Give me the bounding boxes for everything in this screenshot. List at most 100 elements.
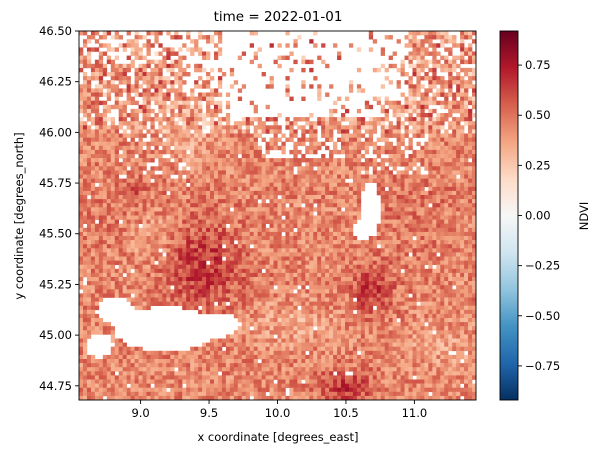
ndvi-cell bbox=[190, 285, 195, 290]
ndvi-cell bbox=[237, 178, 243, 183]
ndvi-cell bbox=[126, 113, 131, 118]
ndvi-cell bbox=[241, 277, 247, 282]
ndvi-cell bbox=[348, 43, 354, 48]
ndvi-cell bbox=[174, 63, 179, 69]
ndvi-cell bbox=[182, 231, 187, 237]
ndvi-cell bbox=[356, 137, 362, 142]
ndvi-cell bbox=[448, 137, 453, 142]
ndvi-cell bbox=[86, 145, 92, 151]
ndvi-cell bbox=[321, 281, 326, 286]
ndvi-cell bbox=[456, 190, 461, 196]
ndvi-cell bbox=[281, 199, 286, 204]
ndvi-cell bbox=[206, 51, 211, 56]
ndvi-cell bbox=[249, 149, 254, 155]
ndvi-cell bbox=[114, 272, 119, 278]
ndvi-cell bbox=[396, 39, 401, 44]
ndvi-cell bbox=[321, 219, 326, 224]
ndvi-cell bbox=[372, 125, 378, 130]
ndvi-cell bbox=[146, 248, 151, 253]
ndvi-cell bbox=[281, 277, 286, 282]
ndvi-cell bbox=[468, 264, 473, 270]
ndvi-cell bbox=[265, 211, 270, 216]
ndvi-cell bbox=[94, 47, 100, 52]
ndvi-cell bbox=[412, 272, 417, 278]
ndvi-cell bbox=[384, 244, 389, 249]
ndvi-cell bbox=[178, 223, 183, 229]
ndvi-cell bbox=[170, 149, 175, 155]
ndvi-cell bbox=[460, 129, 465, 134]
ndvi-cell bbox=[277, 256, 282, 261]
ndvi-cell bbox=[102, 125, 108, 130]
ndvi-cell bbox=[265, 264, 270, 270]
ndvi-cell bbox=[460, 190, 465, 196]
ndvi-cell bbox=[317, 84, 322, 89]
ndvi-cell bbox=[388, 178, 393, 183]
ndvi-cell bbox=[305, 252, 310, 257]
ndvi-cell bbox=[94, 59, 100, 65]
ndvi-cell bbox=[210, 141, 215, 147]
ndvi-cell bbox=[420, 149, 425, 155]
ndvi-cell bbox=[341, 289, 346, 294]
ndvi-cell bbox=[106, 47, 112, 52]
ndvi-cell bbox=[237, 162, 243, 167]
ndvi-cell bbox=[213, 104, 219, 110]
ndvi-cell bbox=[118, 203, 123, 208]
ndvi-cell bbox=[289, 264, 294, 270]
ndvi-cell bbox=[170, 223, 175, 229]
ndvi-cell bbox=[273, 215, 278, 220]
ndvi-cell bbox=[94, 293, 100, 298]
ndvi-cell bbox=[261, 260, 266, 265]
ndvi-cell bbox=[468, 55, 473, 60]
ndvi-cell bbox=[420, 117, 425, 122]
ndvi-cell bbox=[416, 227, 421, 233]
ndvi-cell bbox=[142, 72, 147, 77]
ndvi-cell bbox=[134, 256, 139, 261]
ndvi-cell bbox=[416, 223, 421, 229]
ndvi-cell bbox=[166, 195, 171, 200]
ndvi-cell bbox=[392, 195, 397, 200]
ndvi-cell bbox=[86, 100, 92, 106]
ndvi-cell bbox=[368, 277, 374, 282]
ndvi-cell bbox=[452, 268, 457, 274]
ndvi-cell bbox=[170, 80, 175, 85]
ndvi-cell bbox=[420, 154, 425, 159]
ndvi-cell bbox=[202, 215, 207, 220]
ndvi-cell bbox=[198, 125, 203, 130]
ndvi-cell bbox=[233, 227, 239, 233]
ndvi-cell bbox=[305, 268, 310, 274]
ndvi-cell bbox=[186, 113, 191, 118]
ndvi-cell bbox=[233, 121, 239, 126]
ndvi-cell bbox=[472, 59, 477, 65]
ndvi-cell bbox=[341, 141, 346, 147]
ndvi-cell bbox=[428, 248, 433, 253]
ndvi-cell bbox=[341, 178, 346, 183]
ndvi-cell bbox=[321, 178, 326, 183]
ndvi-cell bbox=[202, 162, 207, 167]
ndvi-cell bbox=[210, 39, 215, 44]
ndvi-cell bbox=[98, 244, 104, 249]
ndvi-cell bbox=[178, 84, 183, 89]
ndvi-cell bbox=[309, 199, 314, 204]
ndvi-cell bbox=[388, 231, 393, 237]
ndvi-cell bbox=[233, 170, 239, 175]
ndvi-cell bbox=[440, 227, 445, 233]
ndvi-cell bbox=[162, 178, 167, 183]
ndvi-cell bbox=[210, 92, 215, 97]
ndvi-cell bbox=[452, 129, 457, 134]
ndvi-cell bbox=[348, 141, 354, 147]
ndvi-cell bbox=[293, 59, 298, 65]
ndvi-cell bbox=[241, 211, 247, 216]
ndvi-cell bbox=[241, 129, 247, 134]
ndvi-cell bbox=[337, 195, 342, 200]
ndvi-cell bbox=[142, 195, 147, 200]
ndvi-cell bbox=[396, 154, 401, 159]
ndvi-cell bbox=[79, 252, 84, 257]
ndvi-cell bbox=[309, 203, 314, 208]
ndvi-cell bbox=[174, 92, 179, 97]
ndvi-cell bbox=[360, 141, 366, 147]
ndvi-cell bbox=[464, 195, 469, 200]
ndvi-cell bbox=[380, 125, 385, 130]
ndvi-cell bbox=[388, 268, 393, 274]
ndvi-cell bbox=[122, 47, 127, 52]
ndvi-cell bbox=[138, 272, 143, 278]
